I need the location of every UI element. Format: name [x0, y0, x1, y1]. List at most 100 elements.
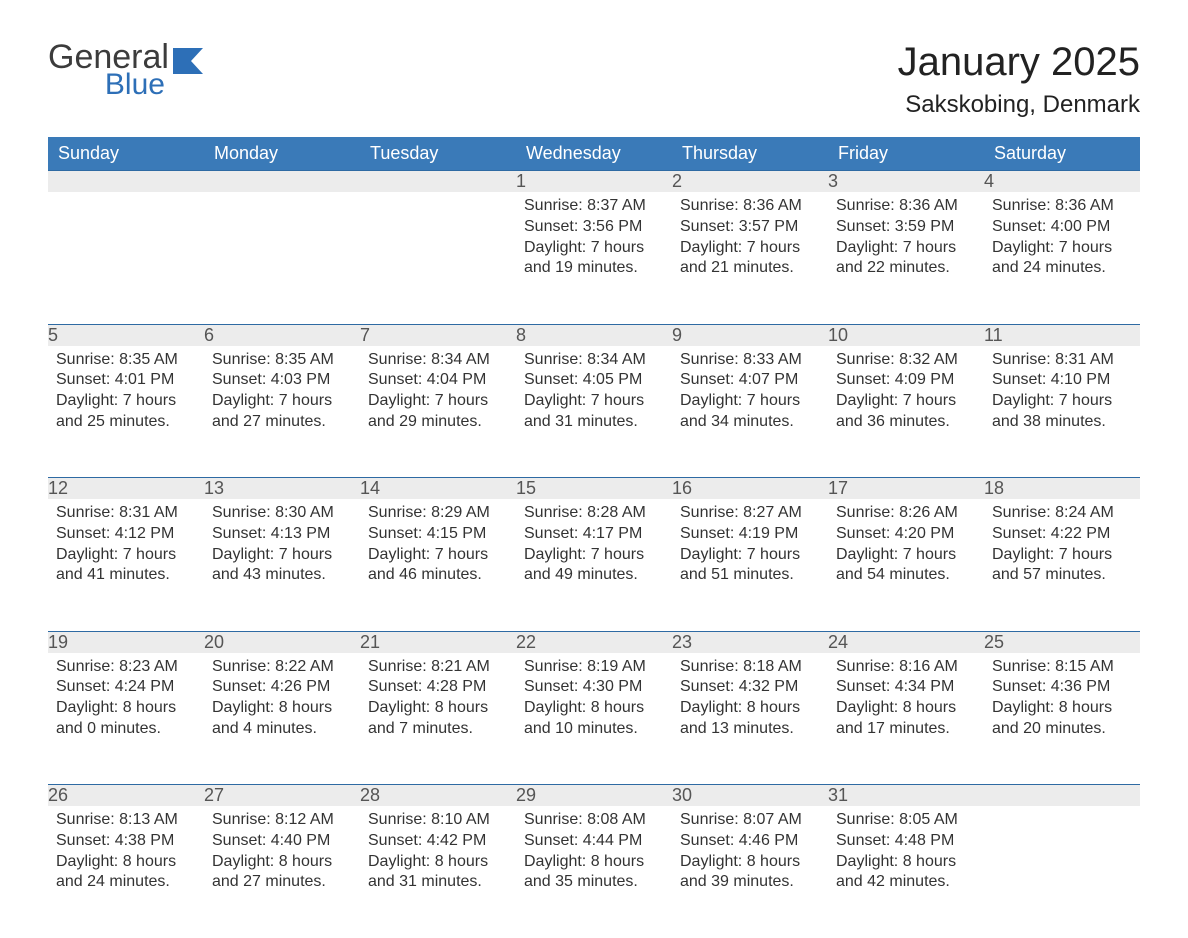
- sunrise-line: Sunrise: 8:32 AM: [836, 350, 978, 371]
- sunset-line: Sunset: 4:36 PM: [992, 677, 1134, 698]
- day-cell: Sunrise: 8:07 AMSunset: 4:46 PMDaylight:…: [672, 806, 828, 938]
- sunrise-line: Sunrise: 8:15 AM: [992, 657, 1134, 678]
- sunrise-line: Sunrise: 8:35 AM: [212, 350, 354, 371]
- day-details: Sunrise: 8:31 AMSunset: 4:10 PMDaylight:…: [984, 346, 1140, 439]
- day-details: Sunrise: 8:33 AMSunset: 4:07 PMDaylight:…: [672, 346, 828, 439]
- sunrise-line: Sunrise: 8:31 AM: [56, 503, 198, 524]
- daylight-line: Daylight: 8 hours and 7 minutes.: [368, 698, 510, 740]
- day-details: Sunrise: 8:22 AMSunset: 4:26 PMDaylight:…: [204, 653, 360, 746]
- week-daynum-row: 12131415161718: [48, 478, 1140, 500]
- daylight-line: Daylight: 8 hours and 39 minutes.: [680, 852, 822, 894]
- week-daynum-row: 19202122232425: [48, 631, 1140, 653]
- sunrise-line: Sunrise: 8:37 AM: [524, 196, 666, 217]
- day-details: Sunrise: 8:15 AMSunset: 4:36 PMDaylight:…: [984, 653, 1140, 746]
- day-cell: Sunrise: 8:37 AMSunset: 3:56 PMDaylight:…: [516, 192, 672, 324]
- week-daynum-row: 1234: [48, 171, 1140, 193]
- week-body-row: Sunrise: 8:13 AMSunset: 4:38 PM Daylight:…: [48, 806, 1140, 938]
- day-cell: Sunrise: 8:18 AMSunset: 4:32 PMDaylight:…: [672, 653, 828, 785]
- day-cell: Sunrise: 8:31 AMSunset: 4:10 PMDaylight:…: [984, 346, 1140, 478]
- day-number: 7: [360, 324, 516, 346]
- day-details: Sunrise: 8:29 AMSunset: 4:15 PMDaylight:…: [360, 499, 516, 592]
- day-details: Sunrise: 8:07 AMSunset: 4:46 PMDaylight:…: [672, 806, 828, 899]
- daylight-line: Daylight: 8 hours and 0 minutes.: [56, 698, 198, 740]
- day-header: Thursday: [672, 137, 828, 171]
- day-number: 31: [828, 785, 984, 807]
- day-cell: Sunrise: 8:36 AMSunset: 3:57 PMDaylight:…: [672, 192, 828, 324]
- empty-day-cell: [204, 192, 360, 324]
- sunset-line: Sunset: 4:38 PM: [56, 831, 198, 852]
- logo-text: General Blue: [48, 40, 169, 100]
- daylight-line: Daylight: 7 hours and 38 minutes.: [992, 391, 1134, 433]
- sunset-line: Sunset: 4:01 PM: [56, 370, 198, 391]
- day-number: 6: [204, 324, 360, 346]
- week-daynum-row: 567891011: [48, 324, 1140, 346]
- day-number: 1: [516, 171, 672, 193]
- daylight-line: Daylight: 7 hours and 22 minutes.: [836, 238, 978, 280]
- daylight-line: Daylight: 8 hours and 31 minutes.: [368, 852, 510, 894]
- day-cell: Sunrise: 8:13 AMSunset: 4:38 PMDaylight:…: [48, 806, 204, 938]
- day-cell: Sunrise: 8:28 AMSunset: 4:17 PMDaylight:…: [516, 499, 672, 631]
- week-body-row: Sunrise: 8:35 AM Sunset: 4:01 PM Daylight:…: [48, 346, 1140, 478]
- sunset-line: Sunset: 4:19 PM: [680, 524, 822, 545]
- day-cell: Sunrise: 8:35 AMSunset: 4:03 PMDaylight:…: [204, 346, 360, 478]
- day-details: Sunrise: 8:21 AMSunset: 4:28 PMDaylight:…: [360, 653, 516, 746]
- calendar-body: 1234Sunrise: 8:37 AMSunset: 3:56 PMDayli…: [48, 171, 1140, 938]
- daylight-line: Daylight: 8 hours and 42 minutes.: [836, 852, 978, 894]
- day-cell: Sunrise: 8:27 AMSunset: 4:19 PMDaylight:…: [672, 499, 828, 631]
- day-number: 4: [984, 171, 1140, 193]
- sunrise-line: Sunrise: 8:05 AM: [836, 810, 978, 831]
- day-details: Sunrise: 8:24 AMSunset: 4:22 PMDaylight:…: [984, 499, 1140, 592]
- day-cell: Sunrise: 8:33 AMSunset: 4:07 PMDaylight:…: [672, 346, 828, 478]
- calendar-table: SundayMondayTuesdayWednesdayThursdayFrid…: [48, 137, 1140, 938]
- sunrise-line: Sunrise: 8:33 AM: [680, 350, 822, 371]
- sunset-line: Sunset: 3:59 PM: [836, 217, 978, 238]
- day-details: Sunrise: 8:36 AMSunset: 4:00 PMDaylight:…: [984, 192, 1140, 285]
- day-details: Sunrise: 8:12 AMSunset: 4:40 PMDaylight:…: [204, 806, 360, 899]
- sunset-line: Sunset: 4:26 PM: [212, 677, 354, 698]
- sunrise-line: Sunrise: 8:30 AM: [212, 503, 354, 524]
- day-details: Sunrise: 8:36 AMSunset: 3:59 PMDaylight:…: [828, 192, 984, 285]
- day-details: Sunrise: 8:31 AMSunset: 4:12 PMDaylight:…: [48, 499, 204, 592]
- empty-day-cell: [48, 192, 204, 324]
- day-header: Tuesday: [360, 137, 516, 171]
- sunset-line: Sunset: 4:42 PM: [368, 831, 510, 852]
- sunset-line: Sunset: 4:07 PM: [680, 370, 822, 391]
- sunset-line: Sunset: 4:24 PM: [56, 677, 198, 698]
- sunrise-line: Sunrise: 8:26 AM: [836, 503, 978, 524]
- day-details: Sunrise: 8:36 AMSunset: 3:57 PMDaylight:…: [672, 192, 828, 285]
- daylight-line: Daylight: 7 hours and 27 minutes.: [212, 391, 354, 433]
- sunrise-line: Sunrise: 8:07 AM: [680, 810, 822, 831]
- sunrise-line: Sunrise: 8:34 AM: [524, 350, 666, 371]
- week-body-row: Sunrise: 8:37 AMSunset: 3:56 PMDaylight:…: [48, 192, 1140, 324]
- sunrise-line: Sunrise: 8:10 AM: [368, 810, 510, 831]
- day-number: 14: [360, 478, 516, 500]
- empty-day-number: [360, 171, 516, 193]
- day-cell: Sunrise: 8:36 AMSunset: 3:59 PMDaylight:…: [828, 192, 984, 324]
- sunset-line: Sunset: 4:34 PM: [836, 677, 978, 698]
- day-details: Sunrise: 8:13 AMSunset: 4:38 PMDaylight:…: [48, 806, 204, 899]
- sunrise-line: Sunrise: 8:08 AM: [524, 810, 666, 831]
- header: General Blue January 2025 Sakskobing, De…: [48, 40, 1140, 119]
- day-number: 21: [360, 631, 516, 653]
- sunset-line: Sunset: 4:44 PM: [524, 831, 666, 852]
- day-details: Sunrise: 8:34 AMSunset: 4:05 PMDaylight:…: [516, 346, 672, 439]
- daylight-line: Daylight: 7 hours and 24 minutes.: [992, 238, 1134, 280]
- day-cell: Sunrise: 8:19 AMSunset: 4:30 PMDaylight:…: [516, 653, 672, 785]
- day-number: 25: [984, 631, 1140, 653]
- empty-day-cell: [984, 806, 1140, 938]
- sunset-line: Sunset: 4:22 PM: [992, 524, 1134, 545]
- sunset-line: Sunset: 3:57 PM: [680, 217, 822, 238]
- day-number: 20: [204, 631, 360, 653]
- day-number: 10: [828, 324, 984, 346]
- day-header: Monday: [204, 137, 360, 171]
- sunrise-line: Sunrise: 8:24 AM: [992, 503, 1134, 524]
- sunset-line: Sunset: 4:12 PM: [56, 524, 198, 545]
- day-details: Sunrise: 8:32 AMSunset: 4:09 PMDaylight:…: [828, 346, 984, 439]
- day-number: 18: [984, 478, 1140, 500]
- daylight-line: Daylight: 8 hours and 27 minutes.: [212, 852, 354, 894]
- day-number: 8: [516, 324, 672, 346]
- logo: General Blue: [48, 40, 203, 100]
- sunset-line: Sunset: 4:46 PM: [680, 831, 822, 852]
- sunrise-line: Sunrise: 8:13 AM: [56, 810, 198, 831]
- sunset-line: Sunset: 4:15 PM: [368, 524, 510, 545]
